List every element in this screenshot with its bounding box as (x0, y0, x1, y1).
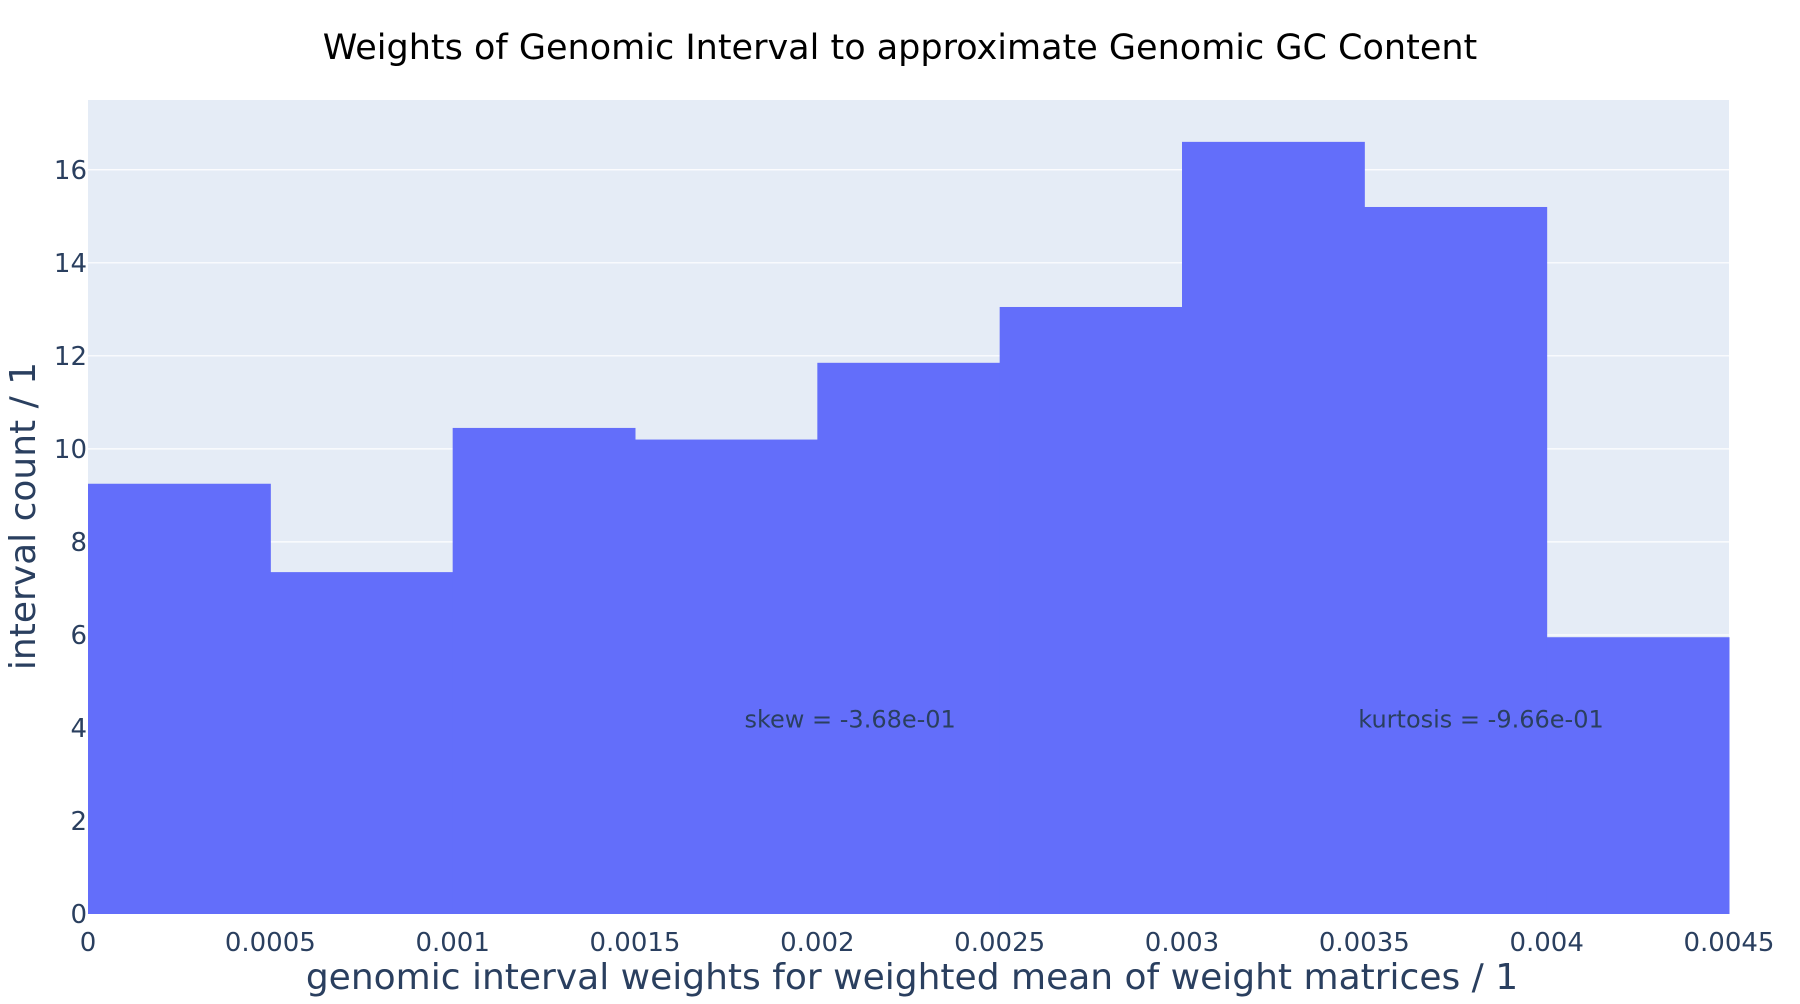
y-axis-label: interval count / 1 (3, 362, 44, 670)
x-tick-label: 0.001 (415, 928, 489, 958)
bars (88, 141, 1730, 915)
x-axis-ticks: 0 0.0005 0.001 0.0015 0.002 0.0025 0.003 0.0035… (80, 928, 1775, 958)
histogram-bar (1546, 637, 1730, 914)
y-tick-label: 0 (70, 900, 87, 930)
y-tick-label: 14 (54, 249, 87, 279)
y-axis-ticks: 0 2 4 6 8 10 12 14 16 (54, 156, 87, 930)
y-tick-label: 12 (54, 342, 87, 372)
y-tick-label: 2 (70, 807, 87, 837)
x-tick-label: 0.0015 (590, 928, 681, 958)
x-tick-label: 0.0005 (225, 928, 316, 958)
annotation-label: kurtosis = -9.66e-01 (1358, 706, 1603, 734)
annotation-label: skew = -3.68e-01 (744, 706, 955, 734)
y-tick-label: 8 (70, 528, 87, 558)
x-tick-label: 0.002 (780, 928, 854, 958)
histogram-bar (1364, 206, 1548, 915)
x-tick-label: 0.004 (1509, 928, 1583, 958)
x-axis-label: genomic interval weights for weighted me… (306, 957, 1518, 998)
x-tick-label: 0.003 (1145, 928, 1219, 958)
histogram-bar (635, 439, 818, 914)
histogram-bar (1182, 141, 1365, 914)
histogram-bar (999, 306, 1183, 914)
histogram-bar (88, 483, 271, 914)
y-tick-label: 10 (54, 435, 87, 465)
histogram-bar (270, 572, 454, 914)
chart-title: Weights of Genomic Interval to approxima… (323, 28, 1478, 68)
histogram-bar (452, 427, 636, 914)
x-tick-label: 0.0025 (954, 928, 1045, 958)
annotations: skew = -3.68e-01 kurtosis = -9.66e-01 (744, 706, 1603, 734)
x-tick-label: 0.0035 (1319, 928, 1410, 958)
x-tick-label: 0.0045 (1684, 928, 1775, 958)
y-tick-label: 16 (54, 156, 87, 186)
y-tick-label: 4 (70, 714, 87, 744)
histogram-bar (817, 362, 1001, 914)
x-tick-label: 0 (80, 928, 97, 958)
y-tick-label: 6 (70, 621, 87, 651)
